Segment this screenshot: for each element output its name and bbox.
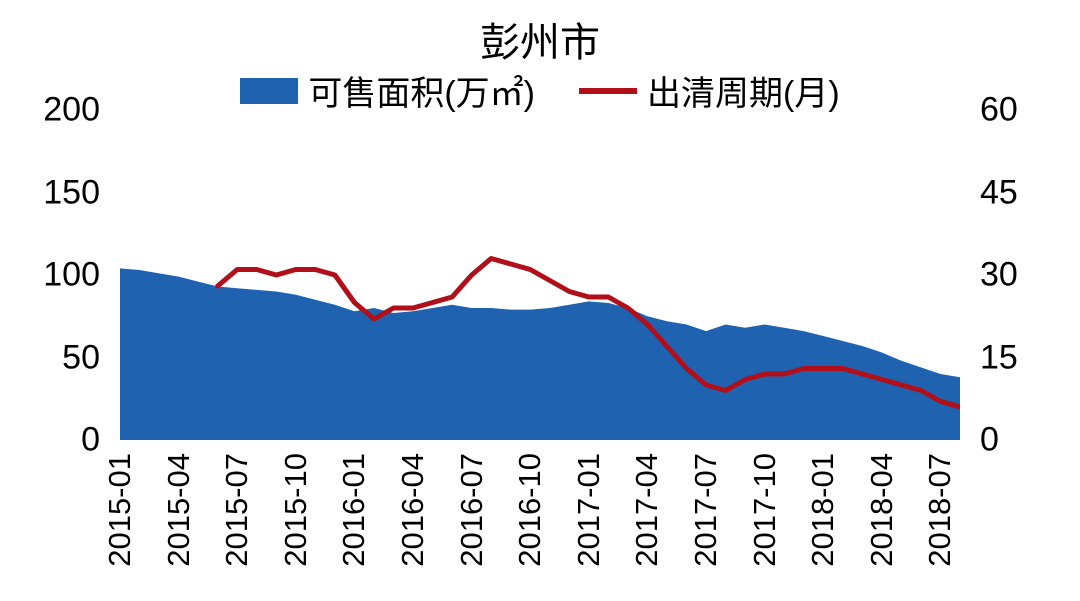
plot-svg [120,110,960,440]
legend-swatch-line [579,88,637,94]
x-tick-label: 2018-04 [864,453,900,567]
y-right-tick: 45 [980,173,1080,212]
legend-label-area: 可售面积(万㎡) [308,66,535,115]
chart-container: 彭州市 可售面积(万㎡) 出清周期(月) 050100150200 015304… [0,0,1080,601]
y-right-tick: 30 [980,256,1080,295]
chart-legend: 可售面积(万㎡) 出清周期(月) [0,66,1080,115]
plot-area [120,110,960,440]
legend-item-line: 出清周期(月) [579,66,840,115]
area-series [120,268,960,440]
legend-swatch-area [240,78,298,104]
y-axis-left: 050100150200 [0,110,110,440]
x-tick-label: 2016-04 [395,453,431,567]
x-tick-label: 2017-07 [688,453,724,567]
x-tick-label: 2015-01 [102,453,138,567]
legend-label-line: 出清周期(月) [647,66,840,115]
x-tick-label: 2018-01 [805,453,841,567]
x-tick-label: 2017-04 [629,453,665,567]
x-tick-label: 2018-07 [922,453,958,567]
x-tick-label: 2015-10 [278,453,314,567]
y-left-tick: 150 [0,173,100,212]
y-left-tick: 200 [0,91,100,130]
x-tick-label: 2016-01 [336,453,372,567]
x-tick-label: 2015-04 [161,453,197,567]
y-right-tick: 15 [980,338,1080,377]
y-left-tick: 50 [0,338,100,377]
x-axis: 2015-012015-042015-072015-102016-012016-… [120,445,960,601]
y-left-tick: 100 [0,256,100,295]
x-tick-label: 2016-10 [512,453,548,567]
y-right-tick: 60 [980,91,1080,130]
legend-item-area: 可售面积(万㎡) [240,66,535,115]
y-right-tick: 0 [980,421,1080,460]
y-left-tick: 0 [0,421,100,460]
x-tick-label: 2016-07 [454,453,490,567]
chart-title: 彭州市 [0,10,1080,68]
x-tick-label: 2017-10 [747,453,783,567]
y-axis-right: 015304560 [970,110,1070,440]
x-tick-label: 2017-01 [571,453,607,567]
x-tick-label: 2015-07 [219,453,255,567]
